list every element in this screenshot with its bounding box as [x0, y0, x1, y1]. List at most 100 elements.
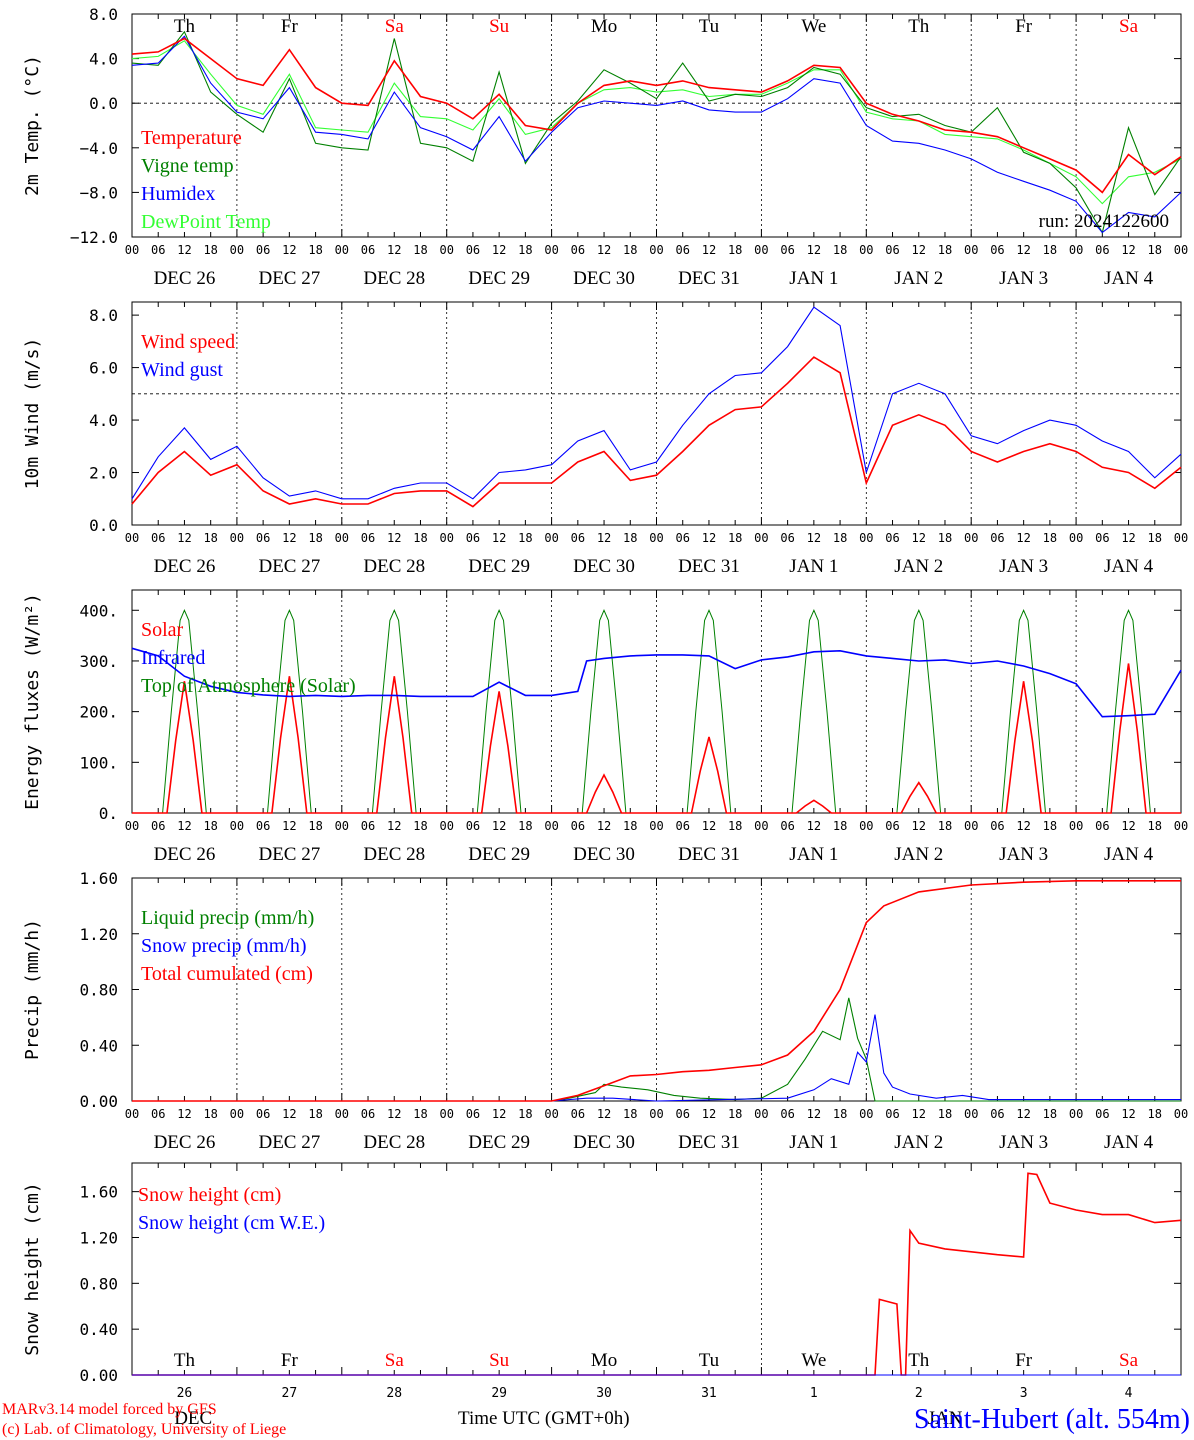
y-tick-label: −4.0 — [79, 139, 118, 158]
legend-entry: Wind speed — [141, 331, 235, 353]
hour-tick-label: 18 — [833, 531, 847, 545]
hour-tick-label: 18 — [623, 1107, 637, 1121]
run-label: run: 2024122600 — [1039, 211, 1169, 232]
hour-tick-label: 12 — [1121, 243, 1135, 257]
panel-5: 1.60 1.20 0.80 0.40 0.00 Snow height (cm) Th Fr… — [22, 1162, 1182, 1429]
hour-tick-label: 12 — [597, 243, 611, 257]
hour-tick-label: 18 — [308, 243, 322, 257]
weekday-label: Th — [174, 16, 196, 37]
weekday-label: Th — [174, 1350, 196, 1371]
hour-tick-label: 00 — [649, 243, 663, 257]
date-label: JAN 2 — [894, 268, 943, 289]
hour-tick-label: 18 — [518, 819, 532, 833]
hour-tick-label: 00 — [649, 531, 663, 545]
hour-tick-label: 18 — [728, 819, 742, 833]
hour-tick-label: 18 — [413, 1107, 427, 1121]
hour-tick-label: 12 — [807, 531, 821, 545]
hour-tick-label: 00 — [1069, 243, 1083, 257]
hour-tick-label: 06 — [361, 531, 375, 545]
hour-tick-label: 06 — [256, 531, 270, 545]
day-number-label: 31 — [701, 1386, 717, 1401]
legend-entry: DewPoint Temp — [141, 211, 271, 233]
hour-tick-label: 06 — [780, 243, 794, 257]
date-label: DEC 27 — [258, 268, 320, 289]
hour-tick-label: 18 — [938, 1107, 952, 1121]
hour-tick-label: 00 — [1174, 243, 1188, 257]
date-label: DEC 31 — [678, 268, 740, 289]
legend-entry: Infrared — [141, 647, 205, 669]
date-label: JAN 3 — [999, 844, 1048, 865]
hour-tick-label: 00 — [230, 1107, 244, 1121]
series-dewpoint-temp — [131, 40, 1182, 205]
date-label: DEC 27 — [258, 1132, 320, 1153]
date-label: JAN 2 — [894, 556, 943, 577]
legend-entry: Wind gust — [141, 359, 223, 381]
y-axis-label: 2m Temp. (°C) — [22, 55, 43, 196]
date-label: DEC 28 — [363, 556, 425, 577]
hour-tick-label: 06 — [780, 531, 794, 545]
series-temperature — [131, 37, 1182, 194]
y-tick-label: 8.0 — [89, 306, 118, 325]
day-number-label: 4 — [1125, 1386, 1133, 1401]
hour-tick-label: 12 — [912, 819, 926, 833]
hour-tick-label: 00 — [964, 1107, 978, 1121]
date-label: JAN 3 — [999, 556, 1048, 577]
weekday-label: Sa — [1119, 16, 1139, 37]
hour-tick-label: 00 — [1069, 1107, 1083, 1121]
hour-tick-label: 18 — [938, 819, 952, 833]
day-number-label: 30 — [596, 1386, 612, 1401]
date-label: DEC 30 — [573, 268, 635, 289]
hour-tick-label: 00 — [125, 243, 139, 257]
hour-tick-label: 06 — [571, 1107, 585, 1121]
legend-entry: Total cumulated (cm) — [141, 963, 313, 985]
date-label: DEC 30 — [573, 844, 635, 865]
y-tick-label: 0.40 — [79, 1036, 118, 1055]
hour-tick-label: 06 — [990, 531, 1004, 545]
legend-entry: Snow precip (mm/h) — [141, 935, 307, 957]
y-tick-label: 0.00 — [79, 1366, 118, 1385]
hour-tick-label: 12 — [1016, 531, 1030, 545]
y-tick-label: 1.20 — [79, 925, 118, 944]
hour-tick-label: 18 — [833, 243, 847, 257]
hour-tick-label: 06 — [990, 819, 1004, 833]
hour-tick-label: 06 — [885, 531, 899, 545]
y-axis-label: Precip (mm/h) — [22, 919, 43, 1060]
hour-tick-label: 18 — [413, 819, 427, 833]
hour-tick-label: 12 — [177, 1107, 191, 1121]
weekday-label: Tu — [699, 1350, 720, 1371]
date-label: JAN 4 — [1104, 844, 1154, 865]
weekday-label: We — [801, 1350, 826, 1371]
day-number-label: 29 — [491, 1386, 507, 1401]
date-label: JAN 1 — [789, 844, 838, 865]
hour-tick-label: 06 — [361, 243, 375, 257]
hour-tick-label: 18 — [728, 243, 742, 257]
date-label: DEC 31 — [678, 1132, 740, 1153]
date-label: DEC 26 — [154, 844, 216, 865]
hour-tick-label: 00 — [1174, 1107, 1188, 1121]
y-tick-label: 0.40 — [79, 1320, 118, 1339]
weekday-label: Fr — [281, 16, 299, 37]
y-tick-label: 0. — [99, 804, 118, 823]
weekday-label: Su — [489, 16, 510, 37]
hour-tick-label: 06 — [466, 1107, 480, 1121]
hour-tick-label: 00 — [544, 819, 558, 833]
hour-tick-label: 06 — [885, 1107, 899, 1121]
hour-tick-label: 18 — [413, 243, 427, 257]
legend-entry: Humidex — [141, 183, 215, 205]
hour-tick-label: 06 — [361, 819, 375, 833]
date-label: JAN 1 — [789, 1132, 838, 1153]
hour-tick-label: 12 — [492, 819, 506, 833]
day-number-label: 1 — [810, 1386, 818, 1401]
hour-tick-label: 12 — [597, 819, 611, 833]
legend-entry: Liquid precip (mm/h) — [141, 907, 314, 929]
hour-tick-label: 18 — [1148, 1107, 1162, 1121]
hour-tick-label: 18 — [308, 531, 322, 545]
hour-tick-label: 18 — [1148, 243, 1162, 257]
date-label: DEC 30 — [573, 556, 635, 577]
hour-tick-label: 18 — [518, 243, 532, 257]
date-label: DEC 29 — [468, 268, 530, 289]
hour-tick-label: 12 — [282, 243, 296, 257]
hour-tick-label: 00 — [125, 819, 139, 833]
hour-tick-label: 12 — [702, 819, 716, 833]
date-label: DEC 29 — [468, 1132, 530, 1153]
